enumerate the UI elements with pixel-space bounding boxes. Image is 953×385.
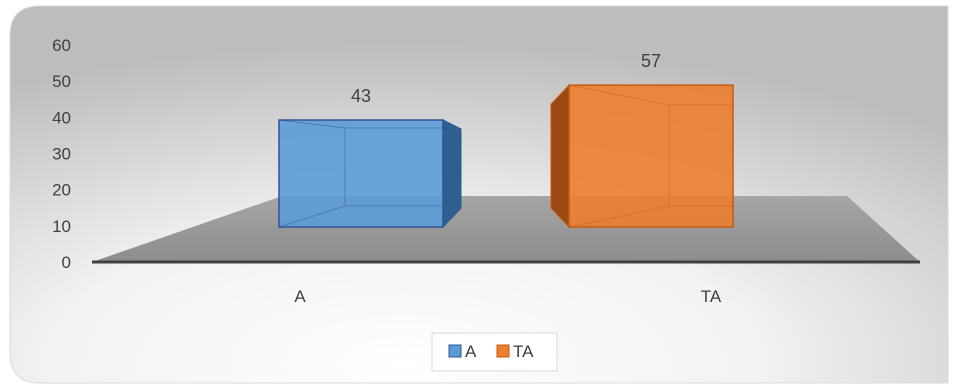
y-tick-20: 20: [52, 181, 71, 200]
y-tick-30: 30: [52, 145, 71, 164]
bar-side-face: [550, 83, 570, 229]
bar-side-face: [442, 119, 462, 229]
data-labels: 43 57: [351, 51, 661, 106]
bar-a: [278, 119, 462, 229]
y-tick-50: 50: [52, 72, 71, 91]
category-label-a: A: [294, 287, 306, 306]
bar-front-face: [278, 119, 444, 228]
y-tick-10: 10: [52, 217, 71, 236]
legend-swatch-ta: [496, 344, 510, 358]
legend-swatch-a: [448, 344, 462, 358]
data-label-a: 43: [351, 86, 371, 106]
y-axis-ticks: 0 10 20 30 40 50 60: [52, 36, 71, 272]
legend-label-a: A: [465, 342, 477, 361]
data-label-ta: 57: [641, 51, 661, 71]
category-label-ta: TA: [701, 287, 722, 306]
legend-label-ta: TA: [513, 342, 534, 361]
bars: [278, 83, 734, 229]
y-tick-40: 40: [52, 108, 71, 127]
category-labels: A TA: [294, 287, 722, 306]
bar-inner-edges: [278, 119, 443, 228]
bar-inner-edges: [568, 84, 733, 228]
chart-background: [9, 5, 949, 384]
y-tick-0: 0: [62, 253, 71, 272]
legend: A TA: [431, 332, 558, 372]
bar-ta: [550, 83, 734, 229]
bar-front-face: [568, 84, 734, 228]
y-tick-60: 60: [52, 36, 71, 55]
